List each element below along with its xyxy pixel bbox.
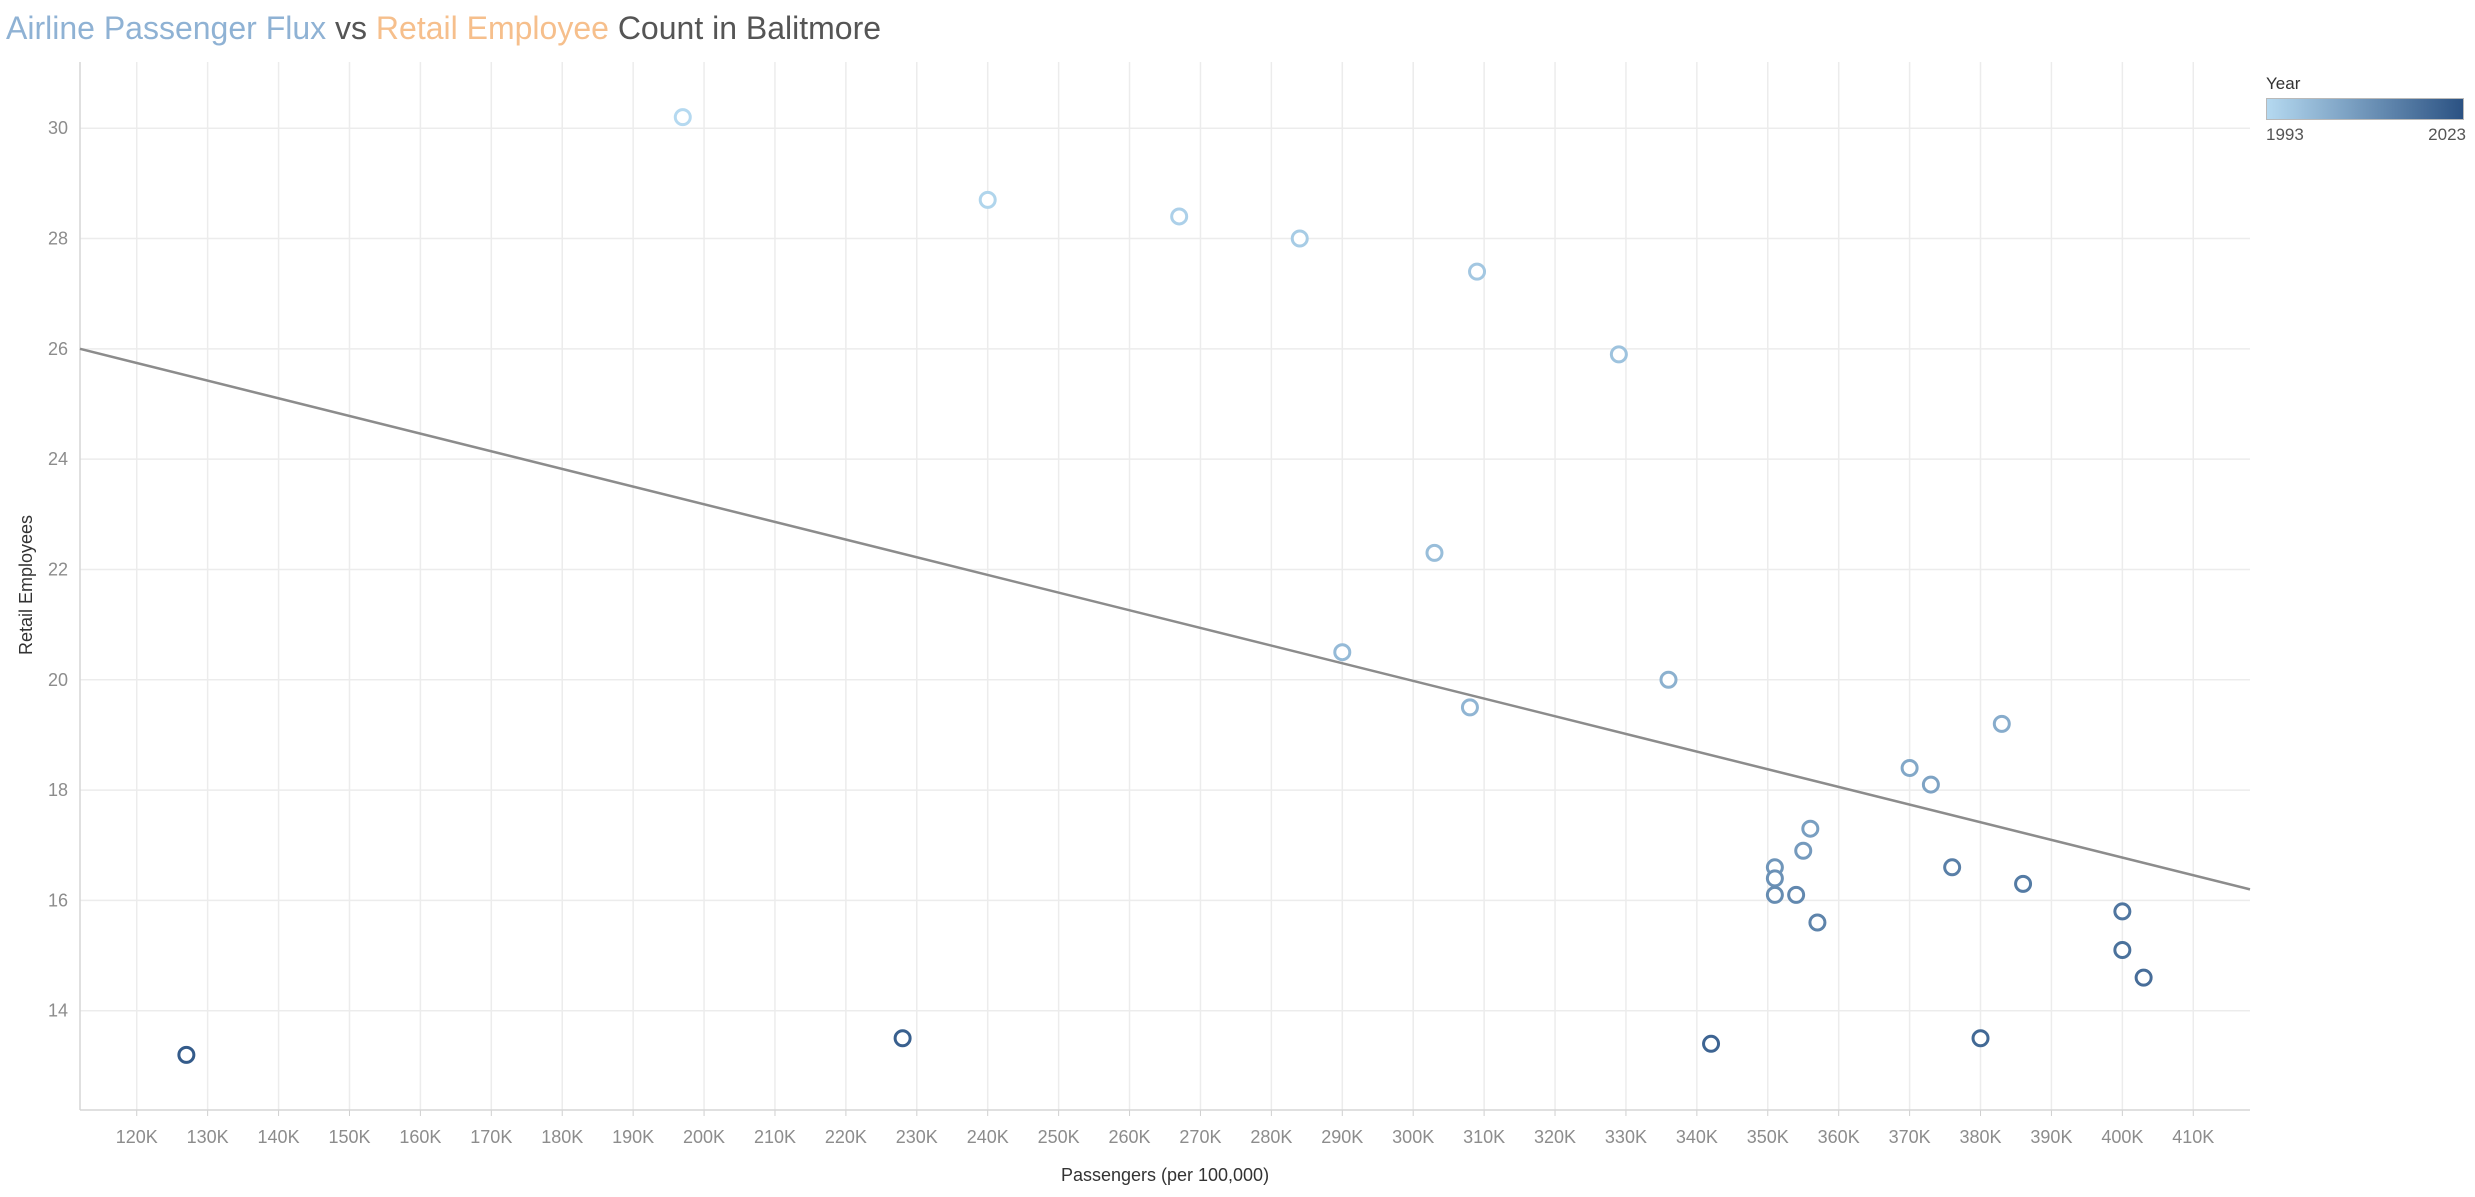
year-legend: Year 1993 2023 — [2266, 74, 2466, 145]
y-tick-label: 30 — [48, 118, 68, 138]
y-tick-label: 16 — [48, 890, 68, 910]
chart-title: Airline Passenger Flux vs Retail Employe… — [6, 10, 881, 47]
data-point — [2113, 902, 2132, 921]
x-tick-label: 240K — [967, 1127, 1009, 1147]
x-tick-label: 370K — [1889, 1127, 1931, 1147]
data-point — [1808, 913, 1827, 932]
title-rest-part: Count in Balitmore — [608, 10, 882, 46]
x-tick-label: 410K — [2172, 1127, 2214, 1147]
y-tick-label: 24 — [48, 449, 68, 469]
gridlines — [80, 62, 2250, 1110]
data-point — [1787, 885, 1806, 904]
y-tick-label: 28 — [48, 229, 68, 249]
data-points — [177, 108, 2153, 1064]
title-passenger-part: Airline Passenger Flux — [6, 10, 327, 46]
data-point — [177, 1045, 196, 1064]
data-point — [1460, 698, 1479, 717]
y-tick-label: 18 — [48, 780, 68, 800]
x-tick-label: 270K — [1179, 1127, 1221, 1147]
x-tick-label: 230K — [896, 1127, 938, 1147]
y-axis-title: Retail Employees — [16, 515, 36, 655]
data-point — [1900, 759, 1919, 778]
x-tick-label: 130K — [187, 1127, 229, 1147]
data-point — [1609, 345, 1628, 364]
data-point — [673, 108, 692, 127]
x-tick-label: 150K — [328, 1127, 370, 1147]
x-tick-label: 380K — [1959, 1127, 2001, 1147]
legend-title: Year — [2266, 74, 2301, 93]
x-tick-label: 220K — [825, 1127, 867, 1147]
x-tick-label: 190K — [612, 1127, 654, 1147]
x-tick-label: 280K — [1250, 1127, 1292, 1147]
axes: 120K 130K 140K 150K 160K 170K 180K 190K 200K 210K… — [48, 62, 2250, 1147]
title-retail-part: Retail Employee — [375, 10, 609, 46]
x-tick-label: 330K — [1605, 1127, 1647, 1147]
legend-max-label: 2023 — [2428, 125, 2466, 144]
data-point — [1765, 869, 1784, 888]
legend-color-ramp — [2266, 98, 2464, 120]
x-tick-label: 320K — [1534, 1127, 1576, 1147]
data-point — [2134, 968, 2153, 987]
data-point — [1333, 643, 1352, 662]
y-tick-label: 22 — [48, 559, 68, 579]
x-tick-label: 180K — [541, 1127, 583, 1147]
x-tick-label: 120K — [116, 1127, 158, 1147]
y-tick-label: 26 — [48, 339, 68, 359]
trend-line-layer — [79, 347, 2251, 891]
x-tick-label: 210K — [754, 1127, 796, 1147]
title-vs-part: vs — [326, 10, 376, 46]
data-point — [1425, 543, 1444, 562]
x-tick-label: 310K — [1463, 1127, 1505, 1147]
data-point — [1702, 1034, 1721, 1053]
x-tick-label: 400K — [2101, 1127, 2143, 1147]
data-point — [1992, 714, 2011, 733]
data-point — [1943, 858, 1962, 877]
data-point — [1794, 841, 1813, 860]
data-point — [1290, 229, 1309, 248]
data-point — [1468, 262, 1487, 281]
data-point — [1170, 207, 1189, 226]
x-tick-label: 290K — [1321, 1127, 1363, 1147]
x-tick-label: 170K — [470, 1127, 512, 1147]
x-tick-label: 340K — [1676, 1127, 1718, 1147]
x-tick-label: 350K — [1747, 1127, 1789, 1147]
data-point — [1921, 775, 1940, 794]
trend-line — [79, 347, 2251, 891]
x-axis-title: Passengers (per 100,000) — [1061, 1165, 1269, 1185]
data-point — [2014, 874, 2033, 893]
x-tick-label: 250K — [1038, 1127, 1080, 1147]
x-tick-label: 300K — [1392, 1127, 1434, 1147]
y-tick-label: 20 — [48, 670, 68, 690]
data-point — [1971, 1029, 1990, 1048]
data-point — [1659, 670, 1678, 689]
x-tick-label: 200K — [683, 1127, 725, 1147]
data-point — [978, 190, 997, 209]
x-tick-label: 390K — [2030, 1127, 2072, 1147]
data-point — [1801, 819, 1820, 838]
data-point — [2113, 941, 2132, 960]
x-tick-label: 360K — [1818, 1127, 1860, 1147]
x-tick-label: 140K — [258, 1127, 300, 1147]
y-tick-label: 14 — [48, 1001, 68, 1021]
legend-min-label: 1993 — [2266, 125, 2304, 144]
x-tick-label: 160K — [399, 1127, 441, 1147]
x-tick-label: 260K — [1109, 1127, 1151, 1147]
data-point — [1765, 885, 1784, 904]
data-point — [893, 1029, 912, 1048]
